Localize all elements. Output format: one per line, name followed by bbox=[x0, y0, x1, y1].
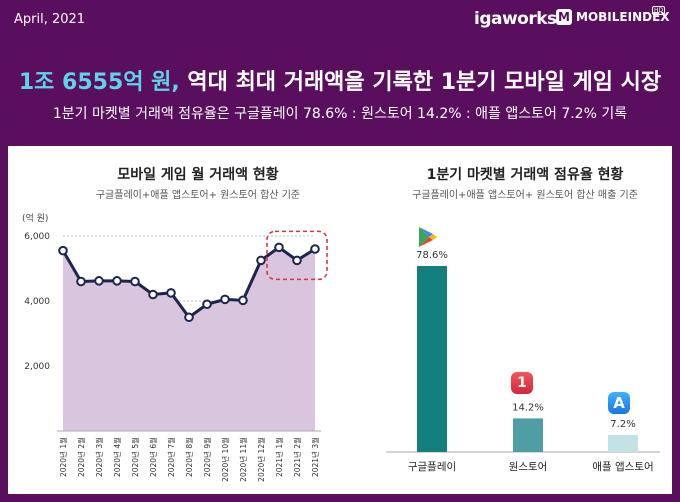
line-chart: (억 원) 2,000 4,000 6,000 2020년 1월 2020년 2월 2020… bbox=[22, 212, 328, 482]
x-tick-label: 2020년 10월 bbox=[220, 437, 230, 482]
bar-category-label: 구글플레이 bbox=[408, 461, 456, 473]
line-chart-title: 모바일 게임 월 거래액 현황 bbox=[117, 167, 279, 183]
x-tick-label: 2020년 12월 bbox=[256, 437, 266, 482]
x-tick-label: 2020년 9월 bbox=[202, 437, 212, 477]
x-tick-label: 2020년 8월 bbox=[184, 437, 194, 477]
data-point bbox=[238, 295, 248, 306]
x-tick-label: 2020년 4월 bbox=[112, 437, 122, 477]
x-tick-label: 2020년 6월 bbox=[148, 437, 158, 477]
data-point bbox=[58, 245, 68, 256]
y-tick-label: 4,000 bbox=[24, 297, 50, 307]
data-point bbox=[94, 276, 104, 286]
x-tick-label: 2020년 5월 bbox=[130, 437, 140, 477]
line-chart-subtitle: 구글플레이+애플 앱스토어+ 원스토어 합산 기준 bbox=[95, 190, 301, 201]
headline-rest: 역대 최대 거래액을 기록한 1분기 모바일 게임 시장 bbox=[179, 70, 662, 95]
x-tick-label: 2020년 7월 bbox=[166, 437, 176, 477]
line-area-fill bbox=[63, 247, 315, 431]
data-point bbox=[184, 312, 194, 323]
x-tick-label: 2020년 2월 bbox=[76, 437, 86, 477]
headline-highlight: 1조 6555억 원, bbox=[18, 70, 180, 95]
one-store-icon: 1 bbox=[511, 372, 533, 394]
x-tick-label: 2021년 2월 bbox=[292, 437, 302, 477]
x-tick-label: 2020년 3월 bbox=[94, 437, 104, 477]
data-point bbox=[310, 244, 320, 254]
data-point bbox=[148, 289, 158, 300]
data-point bbox=[166, 288, 176, 298]
bar-2 bbox=[608, 434, 638, 452]
headline: 1조 6555억 원, 역대 최대 거래액을 기록한 1분기 모바일 게임 시장 bbox=[0, 64, 680, 96]
data-point bbox=[202, 299, 212, 310]
mobileindex-logo-text: MOBILEINDEX bbox=[576, 10, 670, 24]
data-point bbox=[220, 294, 230, 305]
data-point bbox=[256, 255, 266, 266]
bar-1 bbox=[513, 418, 543, 452]
google-play-icon bbox=[419, 227, 437, 247]
data-point bbox=[112, 276, 122, 286]
data-point bbox=[130, 276, 140, 287]
bar-value-label: 14.2% bbox=[512, 402, 544, 413]
x-tick-label: 2020년 11월 bbox=[238, 437, 248, 482]
y-tick-label: 6,000 bbox=[24, 232, 50, 242]
data-point bbox=[292, 255, 302, 266]
x-tick-label: 2021년 1월 bbox=[274, 437, 284, 477]
y-axis-unit: (억 원) bbox=[22, 212, 48, 224]
data-point bbox=[76, 276, 86, 287]
bar-category-label: 원스토어 bbox=[509, 461, 548, 473]
mobileindex-logo-icon: M bbox=[556, 9, 572, 25]
bar-0 bbox=[417, 266, 447, 452]
bar-value-label: 78.6% bbox=[416, 250, 448, 261]
bar-chart-title: 1분기 마켓별 거래액 점유율 현황 bbox=[426, 167, 624, 183]
highlight-annotation-box bbox=[266, 230, 328, 281]
x-tick-label: 2020년 1월 bbox=[58, 437, 68, 477]
mobileindex-logo: M MOBILEINDEX bbox=[556, 9, 670, 25]
content-panel: 모바일 게임 월 거래액 현황 구글플레이+애플 앱스토어+ 원스토어 합산 기… bbox=[8, 146, 672, 494]
y-tick-label: 2,000 bbox=[24, 362, 50, 372]
bar-chart-subtitle: 구글플레이+애플 앱스토어+ 원스토어 합산 매출 기준 bbox=[412, 190, 638, 201]
data-point bbox=[274, 242, 284, 253]
bar-value-label: 7.2% bbox=[610, 419, 635, 430]
bar-category-label: 애플 앱스토어 bbox=[592, 461, 653, 473]
bar-chart: 78.6% 구글플레이 14.2% 원스토어 7.2% 애플 앱스토어 bbox=[386, 250, 660, 473]
x-tick-label: 2021년 3월 bbox=[310, 437, 320, 477]
igaworks-logo: igaworks bbox=[474, 9, 557, 29]
app-store-icon: A bbox=[608, 392, 630, 414]
date-label: April, 2021 bbox=[14, 12, 86, 27]
mobileindex-hd-badge: HD bbox=[652, 6, 666, 15]
subheadline: 1분기 마켓별 거래액 점유율은 구글플레이 78.6% : 원스토어 14.2… bbox=[52, 106, 628, 122]
